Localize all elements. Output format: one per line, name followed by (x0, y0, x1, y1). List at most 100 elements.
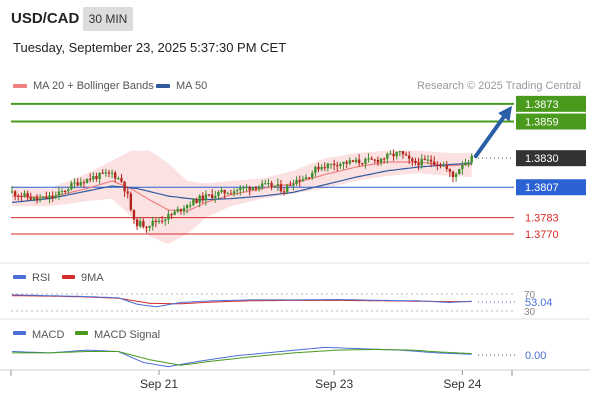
candle-body (467, 162, 470, 164)
candle (60, 188, 64, 196)
candle (398, 150, 402, 157)
candle-body (307, 177, 311, 179)
candle (35, 194, 39, 204)
candle (317, 162, 320, 173)
level-box-1.3859 (516, 113, 586, 130)
rsi-9ma-legend-label: 9MA (81, 272, 104, 284)
candle-body (451, 171, 455, 178)
candle (123, 181, 126, 197)
candle-body (67, 189, 70, 192)
candle (332, 159, 336, 171)
candle-body (386, 153, 389, 159)
candle-body (414, 160, 417, 164)
candle-body (398, 151, 402, 153)
candle (270, 180, 273, 191)
macd-current-value: 0.00 (525, 350, 546, 362)
candle (314, 165, 317, 177)
moving-average-layer (11, 161, 472, 212)
x-tick-label-Sep 21: Sep 21 (140, 377, 178, 391)
candle-body (148, 225, 151, 228)
legend-ma50-label: MA 50 (176, 80, 208, 92)
level-label-1.3770: 1.3770 (525, 229, 559, 241)
candle-body (370, 158, 373, 160)
candle (261, 180, 264, 191)
candle (436, 161, 439, 171)
candle-body (132, 209, 136, 220)
ma20-swatch (13, 84, 27, 89)
candle (367, 153, 370, 163)
candle (23, 190, 26, 198)
x-tick-label-Sep 24: Sep 24 (443, 377, 481, 391)
candle-body (23, 193, 26, 197)
candle (464, 158, 467, 166)
candle (364, 157, 367, 169)
ma50-swatch (156, 84, 170, 89)
candle (154, 218, 158, 228)
candle (101, 169, 104, 175)
candle (185, 203, 189, 214)
candle-body (295, 179, 298, 185)
level-labels-layer: 1.3873 1.3859 1.3830 1.3807 1.3783 1.3770 (516, 95, 586, 241)
candle-body (314, 166, 317, 173)
candle-body (239, 187, 242, 191)
candle (129, 191, 133, 212)
candle (282, 187, 286, 196)
candle-body (42, 196, 45, 199)
candle (417, 157, 420, 171)
candle (389, 150, 392, 155)
candle-body (182, 208, 186, 211)
candle-body (17, 195, 20, 197)
candle-body (226, 193, 229, 195)
candle (54, 191, 57, 200)
timeframe-badge[interactable]: 30 MIN (83, 7, 133, 31)
candle (323, 162, 326, 172)
candle-body (220, 190, 223, 193)
forecast-arrow-head (498, 105, 512, 122)
candle (204, 190, 208, 206)
candle (357, 154, 361, 167)
candle (339, 162, 342, 169)
candle (276, 178, 280, 192)
macd-series-MACD Signal (12, 348, 472, 366)
candle (433, 156, 436, 167)
candle-body (273, 185, 276, 187)
candle (376, 156, 380, 166)
forecast-arrow-layer (473, 105, 512, 159)
candle-body (373, 159, 376, 161)
candle (414, 157, 417, 166)
level-box-1.3807 (516, 179, 586, 196)
candle-body (88, 178, 92, 180)
rsi-tick-70: 70 (524, 290, 536, 301)
candle-body (251, 187, 255, 190)
candle-body (139, 221, 142, 227)
candle-body (361, 163, 364, 165)
candle-body (82, 182, 86, 184)
candle (201, 192, 204, 204)
candle-body (38, 198, 42, 201)
candle (257, 185, 261, 192)
candle (439, 162, 442, 169)
candle (48, 191, 51, 204)
candle (273, 185, 276, 188)
candle (286, 184, 289, 195)
candle (329, 163, 333, 169)
level-label-1.3830: 1.3830 (525, 153, 559, 165)
candle-body (129, 193, 133, 210)
candle-body (104, 172, 108, 174)
candle-body (332, 163, 336, 166)
candle (373, 158, 376, 164)
candle-body (101, 172, 104, 174)
candle (63, 189, 67, 195)
candle-body (98, 172, 101, 180)
candle (451, 170, 455, 183)
candle-body (401, 151, 405, 155)
rsi-swatch (13, 275, 26, 279)
candle (198, 194, 201, 208)
candle-body (311, 172, 314, 178)
candle (239, 185, 242, 196)
rsi-legend: RSI 9MA (13, 272, 104, 284)
candle-body (407, 155, 411, 159)
candle (126, 186, 129, 199)
candle-body (254, 187, 258, 189)
candle-body (351, 160, 355, 162)
